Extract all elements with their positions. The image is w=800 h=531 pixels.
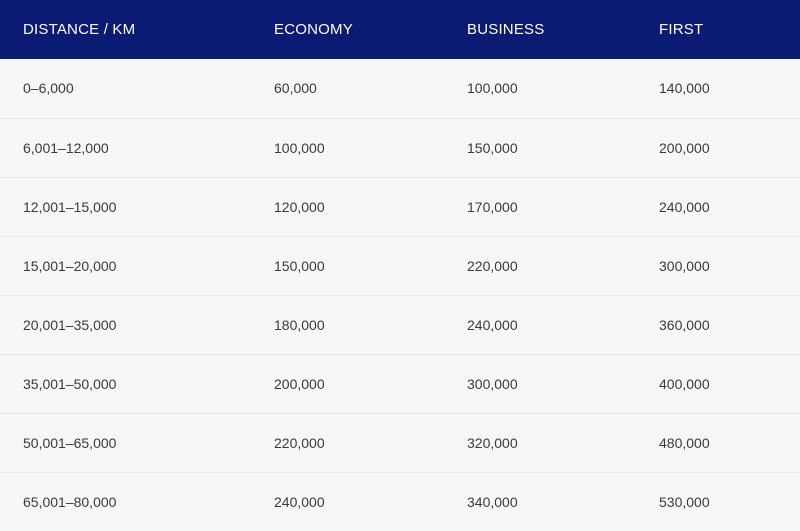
header-economy: ECONOMY (274, 21, 353, 38)
table-row: 65,001–80,000 240,000 340,000 530,000 (0, 472, 800, 531)
first-cell: 530,000 (659, 493, 710, 510)
table-body: 0–6,000 60,000 100,000 140,000 6,001–12,… (0, 59, 800, 531)
distance-cell: 12,001–15,000 (23, 198, 117, 215)
first-cell: 360,000 (659, 316, 710, 333)
distance-cell: 6,001–12,000 (23, 139, 109, 156)
table-row: 15,001–20,000 150,000 220,000 300,000 (0, 236, 800, 295)
first-cell: 240,000 (659, 198, 710, 215)
table-row: 50,001–65,000 220,000 320,000 480,000 (0, 413, 800, 472)
economy-cell: 220,000 (274, 434, 325, 451)
distance-cell: 35,001–50,000 (23, 375, 117, 392)
table-row: 12,001–15,000 120,000 170,000 240,000 (0, 177, 800, 236)
business-cell: 240,000 (467, 316, 518, 333)
economy-cell: 180,000 (274, 316, 325, 333)
first-cell: 200,000 (659, 139, 710, 156)
table-row: 20,001–35,000 180,000 240,000 360,000 (0, 295, 800, 354)
first-cell: 140,000 (659, 80, 710, 97)
business-cell: 170,000 (467, 198, 518, 215)
header-distance: DISTANCE / KM (23, 21, 136, 38)
distance-cell: 65,001–80,000 (23, 493, 117, 510)
economy-cell: 60,000 (274, 80, 317, 97)
table-row: 35,001–50,000 200,000 300,000 400,000 (0, 354, 800, 413)
header-first: FIRST (659, 21, 704, 38)
economy-cell: 240,000 (274, 493, 325, 510)
business-cell: 340,000 (467, 493, 518, 510)
header-row: DISTANCE / KM ECONOMY BUSINESS FIRST (0, 0, 800, 59)
business-cell: 320,000 (467, 434, 518, 451)
business-cell: 100,000 (467, 80, 518, 97)
table-row: 0–6,000 60,000 100,000 140,000 (0, 59, 800, 118)
business-cell: 300,000 (467, 375, 518, 392)
economy-cell: 200,000 (274, 375, 325, 392)
distance-cell: 0–6,000 (23, 80, 74, 97)
economy-cell: 100,000 (274, 139, 325, 156)
table-row: 6,001–12,000 100,000 150,000 200,000 (0, 118, 800, 177)
first-cell: 480,000 (659, 434, 710, 451)
economy-cell: 150,000 (274, 257, 325, 274)
business-cell: 220,000 (467, 257, 518, 274)
table-header: DISTANCE / KM ECONOMY BUSINESS FIRST (0, 0, 800, 59)
first-cell: 300,000 (659, 257, 710, 274)
first-cell: 400,000 (659, 375, 710, 392)
economy-cell: 120,000 (274, 198, 325, 215)
distance-cell: 20,001–35,000 (23, 316, 117, 333)
distance-cell: 15,001–20,000 (23, 257, 117, 274)
distance-cell: 50,001–65,000 (23, 434, 117, 451)
business-cell: 150,000 (467, 139, 518, 156)
header-business: BUSINESS (467, 21, 545, 38)
